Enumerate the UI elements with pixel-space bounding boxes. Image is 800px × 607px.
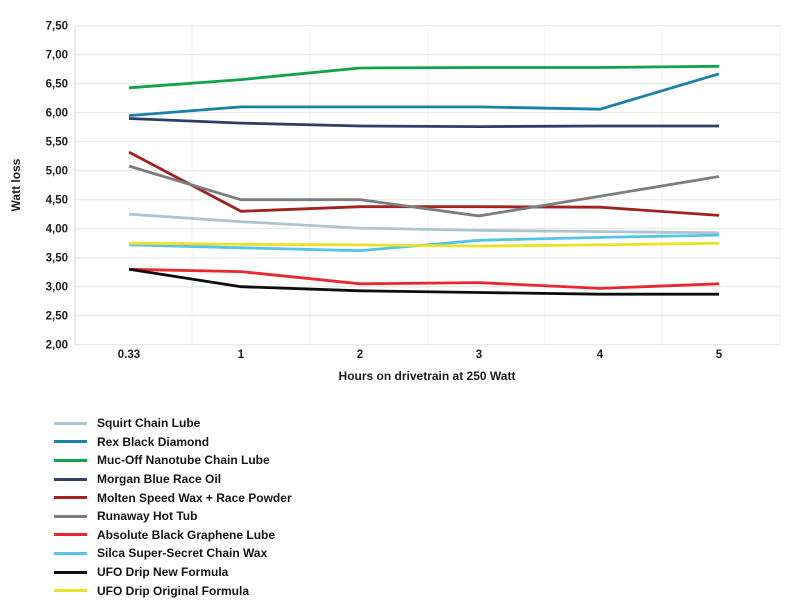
x-axis-title: Hours on drivetrain at 250 Watt: [339, 369, 516, 383]
legend-item: UFO Drip New Formula: [54, 563, 292, 582]
legend-swatch: [54, 477, 87, 481]
legend-label: Squirt Chain Lube: [97, 416, 201, 431]
legend-label: Absolute Black Graphene Lube: [97, 527, 276, 542]
legend-label: Muc-Off Nanotube Chain Lube: [97, 453, 270, 468]
legend-item: UFO Drip Original Formula: [54, 581, 292, 600]
x-tick-label: 2: [357, 349, 363, 361]
y-tick-label: 2,50: [46, 311, 68, 323]
y-tick-label: 2,00: [46, 340, 68, 352]
y-tick-label: 3,50: [46, 253, 68, 265]
series-line: [128, 64, 720, 90]
y-tick-label: 4,50: [46, 195, 68, 207]
series-line: [128, 267, 720, 290]
vertical-gridlines: [191, 25, 781, 345]
series-line: [128, 117, 719, 129]
y-axis-title: Watt loss: [9, 158, 23, 211]
series-line: [128, 72, 720, 117]
legend-swatch: [54, 589, 87, 593]
series-line: [128, 241, 720, 248]
legend-label: Molten Speed Wax + Race Powder: [97, 490, 292, 505]
y-tick-label: 5,00: [46, 166, 68, 178]
legend-item: Runaway Hot Tub: [54, 507, 292, 526]
x-tick-label: 3: [476, 349, 482, 361]
legend-swatch: [54, 551, 87, 555]
legend-item: Squirt Chain Lube: [54, 414, 292, 433]
legend-item: Morgan Blue Race Oil: [54, 470, 292, 489]
y-axis-tick-labels: 7,50 7,00 6,50 6,00 5,50 5,00 4,50 4,00 3,50 3,00…: [46, 21, 68, 352]
series-lines: [128, 64, 720, 296]
legend-label: UFO Drip New Formula: [97, 565, 229, 580]
legend-item: Molten Speed Wax + Race Powder: [54, 488, 292, 507]
legend-label: Rex Black Diamond: [97, 434, 210, 449]
y-tick-label: 7,50: [46, 21, 68, 33]
legend-label: Silca Super-Secret Chain Wax: [97, 546, 268, 561]
legend-label: UFO Drip Original Formula: [97, 583, 250, 598]
x-tick-label: 1: [238, 349, 245, 361]
series-line: [128, 267, 719, 296]
legend-swatch: [54, 458, 87, 462]
legend-swatch: [54, 533, 87, 537]
y-tick-label: 4,00: [46, 224, 68, 236]
legend-label: Runaway Hot Tub: [97, 509, 198, 524]
chart-legend: Squirt Chain Lube Rex Black Diamond Muc-Of…: [54, 414, 292, 600]
legend-swatch: [54, 440, 87, 444]
y-tick-label: 6,00: [46, 108, 68, 120]
legend-item: Absolute Black Graphene Lube: [54, 526, 292, 545]
legend-item: Rex Black Diamond: [54, 433, 292, 452]
legend-swatch: [54, 421, 87, 425]
legend-swatch: [54, 514, 87, 518]
legend-swatch: [54, 496, 87, 500]
x-tick-label: 4: [597, 349, 604, 361]
y-tick-label: 7,00: [46, 50, 68, 62]
x-tick-label: 5: [716, 349, 723, 361]
y-tick-label: 3,00: [46, 282, 68, 294]
series-line: [128, 164, 720, 218]
series-line: [128, 212, 720, 235]
legend-label: Morgan Blue Race Oil: [97, 472, 222, 487]
y-tick-label: 6,50: [46, 79, 68, 91]
legend-item: Silca Super-Secret Chain Wax: [54, 544, 292, 563]
legend-swatch: [54, 570, 87, 574]
watt-loss-line-chart: 7,50 7,00 6,50 6,00 5,50 5,00 4,50 4,00 3,50 3,00…: [9, 21, 781, 383]
x-tick-label: 0.33: [118, 349, 140, 361]
series-line: [128, 150, 720, 217]
y-tick-label: 5,50: [46, 137, 68, 149]
legend-item: Muc-Off Nanotube Chain Lube: [54, 451, 292, 470]
x-axis-tick-labels: 0.33 1 2 3 4 5: [118, 349, 723, 361]
